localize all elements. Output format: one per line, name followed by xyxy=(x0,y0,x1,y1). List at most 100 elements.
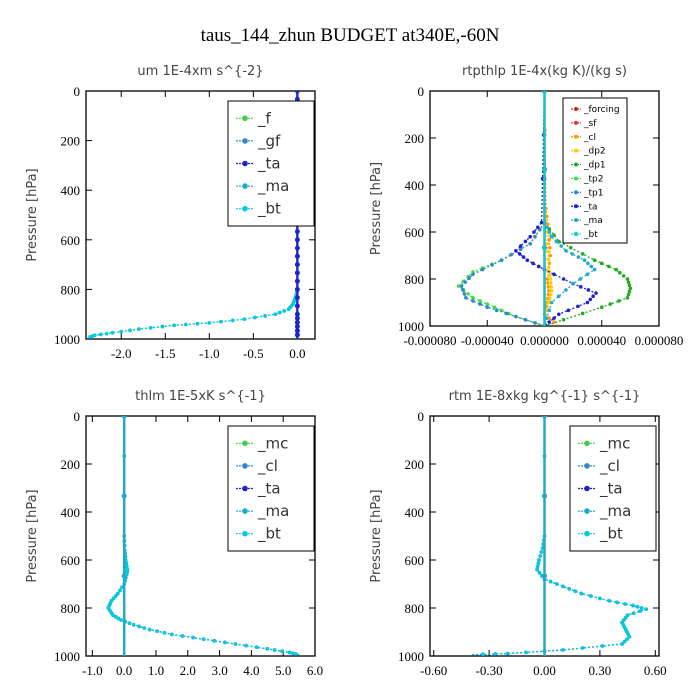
series-point xyxy=(523,317,528,322)
series-point xyxy=(294,96,300,102)
legend-marker xyxy=(584,530,590,537)
series-point xyxy=(521,255,526,259)
y-tick-label: 800 xyxy=(61,282,81,297)
series-point xyxy=(104,331,109,336)
y-tick-label: 600 xyxy=(405,553,425,568)
legend-label: _forcing xyxy=(583,105,620,115)
legend-marker xyxy=(242,138,248,144)
legend-label: _tp2 xyxy=(583,174,603,184)
y-tick-label: 0 xyxy=(418,84,425,99)
series-point xyxy=(195,321,200,326)
x-tick-label: 0.000080 xyxy=(635,333,684,348)
series-point xyxy=(294,328,300,334)
series-point xyxy=(160,324,165,329)
series-point xyxy=(554,239,559,244)
series-point xyxy=(548,253,553,258)
figure-title: taus_144_zhun BUDGET at340E,-60N xyxy=(201,25,500,46)
legend-marker xyxy=(574,134,578,139)
series-point xyxy=(545,316,549,320)
series-line-tp1 xyxy=(460,91,546,326)
series-point xyxy=(631,611,636,615)
series-point xyxy=(547,296,552,301)
series-point xyxy=(564,288,568,292)
plot-frame xyxy=(85,90,316,340)
series-point xyxy=(573,589,578,593)
series-point xyxy=(546,265,551,270)
series-point xyxy=(294,332,300,338)
series-point xyxy=(518,244,523,248)
series-point xyxy=(578,277,583,281)
series-point xyxy=(580,646,585,650)
series-point xyxy=(548,292,553,297)
x-tick-label: -0.000080 xyxy=(403,333,456,348)
x-tick-label: 4.0 xyxy=(243,663,259,678)
series-point xyxy=(172,323,176,328)
series-point xyxy=(539,550,544,554)
x-tick-label: 0.00 xyxy=(533,663,556,678)
series-point xyxy=(627,289,632,294)
series-point xyxy=(517,252,522,256)
series-point xyxy=(148,326,153,330)
x-tick-label: 0.0 xyxy=(116,663,132,678)
series-point xyxy=(294,245,300,251)
y-tick-label: 800 xyxy=(61,601,81,616)
series-point xyxy=(592,258,597,263)
series-point xyxy=(294,315,300,321)
series-point xyxy=(580,311,585,316)
series-point xyxy=(242,317,247,321)
series-point xyxy=(481,652,485,656)
series-point xyxy=(578,285,583,289)
legend-marker xyxy=(584,463,590,469)
series-point xyxy=(478,299,482,303)
series-point xyxy=(607,264,611,269)
y-tick-label: 200 xyxy=(61,457,81,472)
x-tick-label: 0.60 xyxy=(644,663,667,678)
series-point xyxy=(620,642,624,646)
series-point xyxy=(548,579,553,584)
series-point xyxy=(564,249,568,253)
legend-label: _bt xyxy=(257,200,281,219)
x-tick-label: -0.5 xyxy=(243,346,264,361)
series-point xyxy=(546,300,551,305)
series-point xyxy=(499,258,504,263)
series-point xyxy=(631,603,635,608)
series-point xyxy=(582,258,587,263)
series-point xyxy=(467,276,471,281)
legend-label: _dp2 xyxy=(583,147,606,157)
series-point xyxy=(119,618,123,622)
legend-marker xyxy=(574,148,578,153)
x-tick-label: 3.0 xyxy=(211,663,227,678)
series-point xyxy=(116,616,121,621)
series-point xyxy=(539,220,544,225)
series-point xyxy=(557,312,561,317)
x-tick-label: 1.0 xyxy=(148,663,164,678)
series-point xyxy=(549,234,554,239)
series-point xyxy=(589,264,594,269)
series-point xyxy=(294,278,300,284)
series-point xyxy=(294,262,300,267)
series-point xyxy=(273,312,278,317)
chart-panel-4: rtm 1E-8xkg kg^{-1} s^{-1} Pressure [hPa]… xyxy=(369,389,667,678)
legend-label: _ta xyxy=(257,155,281,174)
series-point xyxy=(466,292,470,296)
series-point xyxy=(626,280,631,284)
series-point xyxy=(459,284,464,288)
series-point xyxy=(207,321,212,325)
series-point xyxy=(223,640,227,645)
series-point xyxy=(552,316,556,320)
series-point xyxy=(567,587,571,591)
legend-marker xyxy=(574,120,578,125)
series-point xyxy=(547,230,552,234)
series-point xyxy=(121,573,127,579)
series-point xyxy=(294,270,300,276)
series-point xyxy=(280,649,284,653)
y-tick-label: 1000 xyxy=(398,649,424,664)
legend-label: _sf xyxy=(583,119,597,129)
series-point xyxy=(576,304,580,309)
legend-marker xyxy=(584,485,590,492)
chart-panel-2: rtpthlp 1E-4x(kg K)/(kg s) Pressure [hPa]… xyxy=(369,64,683,348)
series-point xyxy=(480,267,485,272)
x-tick-label: 0.000000 xyxy=(520,333,569,348)
series-point xyxy=(490,263,494,267)
series-point xyxy=(98,332,103,337)
